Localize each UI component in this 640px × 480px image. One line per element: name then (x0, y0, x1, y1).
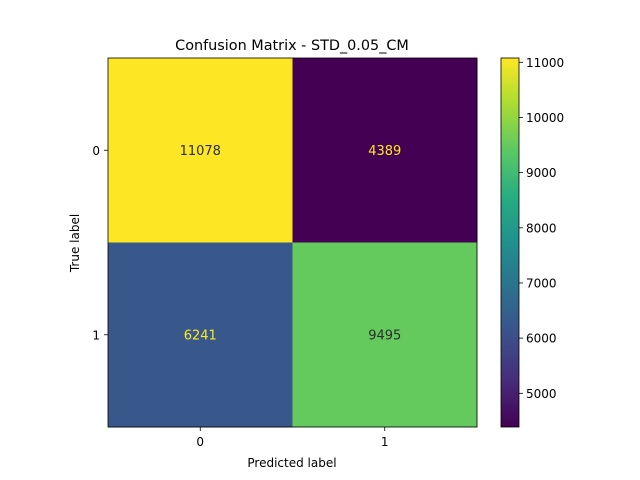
colorbar-tick-label: 9000 (526, 166, 557, 180)
cell-value-label: 4389 (368, 144, 401, 159)
colorbar-tick-label: 8000 (526, 221, 557, 235)
colorbar-tick-label: 11000 (526, 56, 564, 70)
colorbar-tick-label: 7000 (526, 276, 557, 290)
chart-title: Confusion Matrix - STD_0.05_CM (175, 38, 409, 54)
colorbar-tick-label: 5000 (526, 387, 557, 401)
colorbar-frame (500, 57, 520, 428)
colorbar-tick-label: 10000 (526, 111, 564, 125)
x-axis-label: Predicted label (247, 456, 336, 470)
colorbar: 5000 6000 7000 8000 9000 10000 11000 (500, 56, 564, 428)
y-tick-label: 0 (92, 144, 100, 158)
heatmap-cell (108, 58, 293, 243)
x-tick-label: 0 (196, 435, 204, 449)
y-axis: 01 (92, 144, 108, 342)
cell-value-label: 9495 (368, 328, 401, 343)
colorbar-gradient (501, 58, 519, 427)
heatmap-cell (292, 242, 478, 428)
cell-value-label: 6241 (184, 328, 217, 343)
heatmap-cell (108, 242, 293, 428)
heatmap-cell (292, 58, 478, 243)
cell-value-label: 11078 (180, 144, 221, 159)
heatmap-cells: 11078 4389 6241 9495 (108, 58, 478, 428)
plot-frame (107, 57, 478, 428)
x-tick-label: 1 (381, 435, 389, 449)
y-tick-label: 1 (92, 328, 100, 342)
colorbar-tick-label: 6000 (526, 332, 557, 346)
y-axis-label: True label (68, 214, 82, 273)
